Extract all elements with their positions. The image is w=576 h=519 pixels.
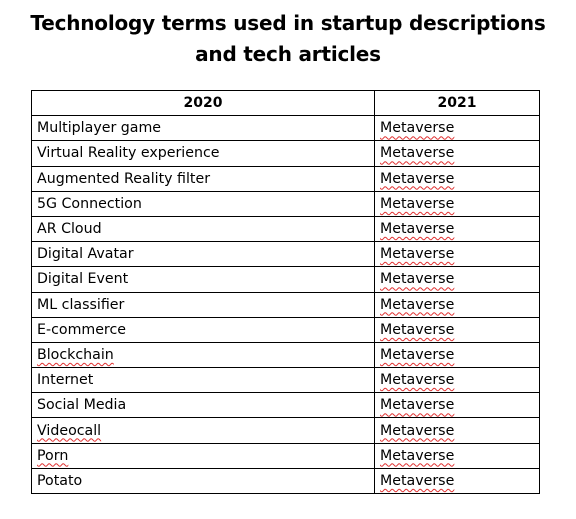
- cell-2021: Metaverse: [374, 190, 540, 217]
- cell-2021-text: Metaverse: [380, 296, 455, 313]
- cell-2020-text: Blockchain: [37, 346, 114, 363]
- table-row: Social Media Metaverse: [31, 392, 540, 419]
- table-row: AR Cloud Metaverse: [31, 215, 540, 243]
- cell-2021-text: Metaverse: [380, 321, 455, 338]
- cell-2020: 5G Connection: [31, 190, 375, 217]
- table-row: Internet Metaverse: [31, 367, 540, 394]
- table-row: Digital Event Metaverse: [31, 266, 540, 293]
- cell-2021-text: Metaverse: [380, 221, 455, 238]
- cell-2020: Digital Avatar: [31, 241, 375, 268]
- header-row: 2020 2021: [31, 89, 540, 117]
- cell-2021: Metaverse: [374, 215, 540, 243]
- cell-2020: Multiplayer game: [31, 115, 375, 142]
- cell-2021-text: Metaverse: [380, 422, 455, 439]
- cell-2021-text: Metaverse: [380, 246, 455, 263]
- table-row: E-commerce Metaverse: [31, 316, 540, 343]
- table-row: Virtual Reality experience Metaverse: [31, 140, 540, 167]
- column-header-2021: 2021: [374, 89, 540, 117]
- cell-2021: Metaverse: [374, 241, 540, 268]
- table-row: Videocall Metaverse: [31, 417, 540, 444]
- cell-2021: Metaverse: [374, 316, 540, 343]
- table-row: ML classifier Metaverse: [31, 291, 540, 318]
- cell-2021-text: Metaverse: [380, 195, 455, 212]
- cell-2021: Metaverse: [374, 392, 540, 419]
- table-row: Digital Avatar Metaverse: [31, 241, 540, 268]
- cell-2020: AR Cloud: [31, 215, 375, 243]
- document-title: Technology terms used in startup descrip…: [0, 8, 576, 70]
- table-row: 5G Connection Metaverse: [31, 190, 540, 217]
- cell-2021: Metaverse: [374, 140, 540, 167]
- cell-2020: Virtual Reality experience: [31, 140, 375, 167]
- table-row: Blockchain Metaverse: [31, 341, 540, 369]
- table-row: Multiplayer game Metaverse: [31, 115, 540, 142]
- cell-2021: Metaverse: [374, 417, 540, 444]
- table-row: Porn Metaverse: [31, 442, 540, 469]
- cell-2020-text: Videocall: [37, 422, 102, 439]
- cell-2021-text: Metaverse: [380, 170, 455, 187]
- title-line-1: Technology terms used in startup descrip…: [30, 11, 546, 35]
- cell-2020: Augmented Reality filter: [31, 165, 375, 192]
- cell-2021-text: Metaverse: [380, 372, 455, 389]
- cell-2021: Metaverse: [374, 266, 540, 293]
- cell-2020: Blockchain: [31, 341, 375, 369]
- cell-2021-text: Metaverse: [380, 120, 455, 137]
- cell-2021: Metaverse: [374, 442, 540, 469]
- cell-2020: Digital Event: [31, 266, 375, 293]
- cell-2020: ML classifier: [31, 291, 375, 318]
- cell-2021-text: Metaverse: [380, 397, 455, 414]
- cell-2021: Metaverse: [374, 115, 540, 142]
- cell-2020: Internet: [31, 367, 375, 394]
- cell-2020: E-commerce: [31, 316, 375, 343]
- cell-2021: Metaverse: [374, 367, 540, 394]
- cell-2021-text: Metaverse: [380, 271, 455, 288]
- cell-2021-text: Metaverse: [380, 145, 455, 162]
- cell-2021: Metaverse: [374, 467, 540, 495]
- table-row: Potato Metaverse: [31, 467, 540, 495]
- cell-2021-text: Metaverse: [380, 447, 455, 464]
- terms-table: 2020 2021 Multiplayer game Metaverse Vir…: [31, 89, 540, 495]
- cell-2021-text: Metaverse: [380, 472, 455, 489]
- cell-2020: Social Media: [31, 392, 375, 419]
- title-line-2: and tech articles: [195, 42, 381, 66]
- cell-2020: Potato: [31, 467, 375, 495]
- cell-2020: Porn: [31, 442, 375, 469]
- cell-2021-text: Metaverse: [380, 346, 455, 363]
- cell-2020: Videocall: [31, 417, 375, 444]
- cell-2021: Metaverse: [374, 341, 540, 369]
- cell-2021: Metaverse: [374, 291, 540, 318]
- cell-2020-text: Porn: [37, 447, 69, 464]
- cell-2020-word: Virtual Reality experience: [37, 145, 220, 162]
- cell-2021: Metaverse: [374, 165, 540, 192]
- column-header-2020: 2020: [31, 89, 375, 117]
- table-row: Augmented Reality filter Metaverse: [31, 165, 540, 192]
